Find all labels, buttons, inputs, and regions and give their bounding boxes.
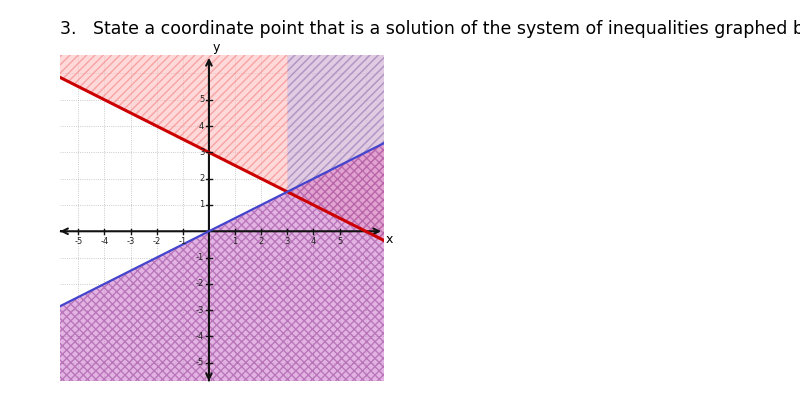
Text: -5: -5: [74, 237, 82, 246]
Text: 1: 1: [199, 200, 204, 209]
Text: 1: 1: [233, 237, 238, 246]
Text: -5: -5: [196, 358, 204, 367]
Text: 4: 4: [311, 237, 316, 246]
Text: -2: -2: [153, 237, 161, 246]
Text: -4: -4: [100, 237, 109, 246]
Text: -3: -3: [196, 306, 204, 315]
Text: -2: -2: [196, 279, 204, 288]
Text: y: y: [213, 41, 220, 54]
Text: 3.   State a coordinate point that is a solution of the system of inequalities g: 3. State a coordinate point that is a so…: [60, 20, 800, 38]
Text: 5: 5: [337, 237, 342, 246]
Text: 5: 5: [199, 95, 204, 104]
Text: 4: 4: [199, 121, 204, 130]
Text: -1: -1: [178, 237, 187, 246]
Text: 2: 2: [199, 174, 204, 183]
Text: -4: -4: [196, 332, 204, 341]
Text: -3: -3: [126, 237, 134, 246]
Text: 3: 3: [285, 237, 290, 246]
Text: x: x: [386, 233, 394, 246]
Text: 3: 3: [199, 148, 204, 157]
Text: -1: -1: [196, 253, 204, 262]
Text: 2: 2: [258, 237, 264, 246]
